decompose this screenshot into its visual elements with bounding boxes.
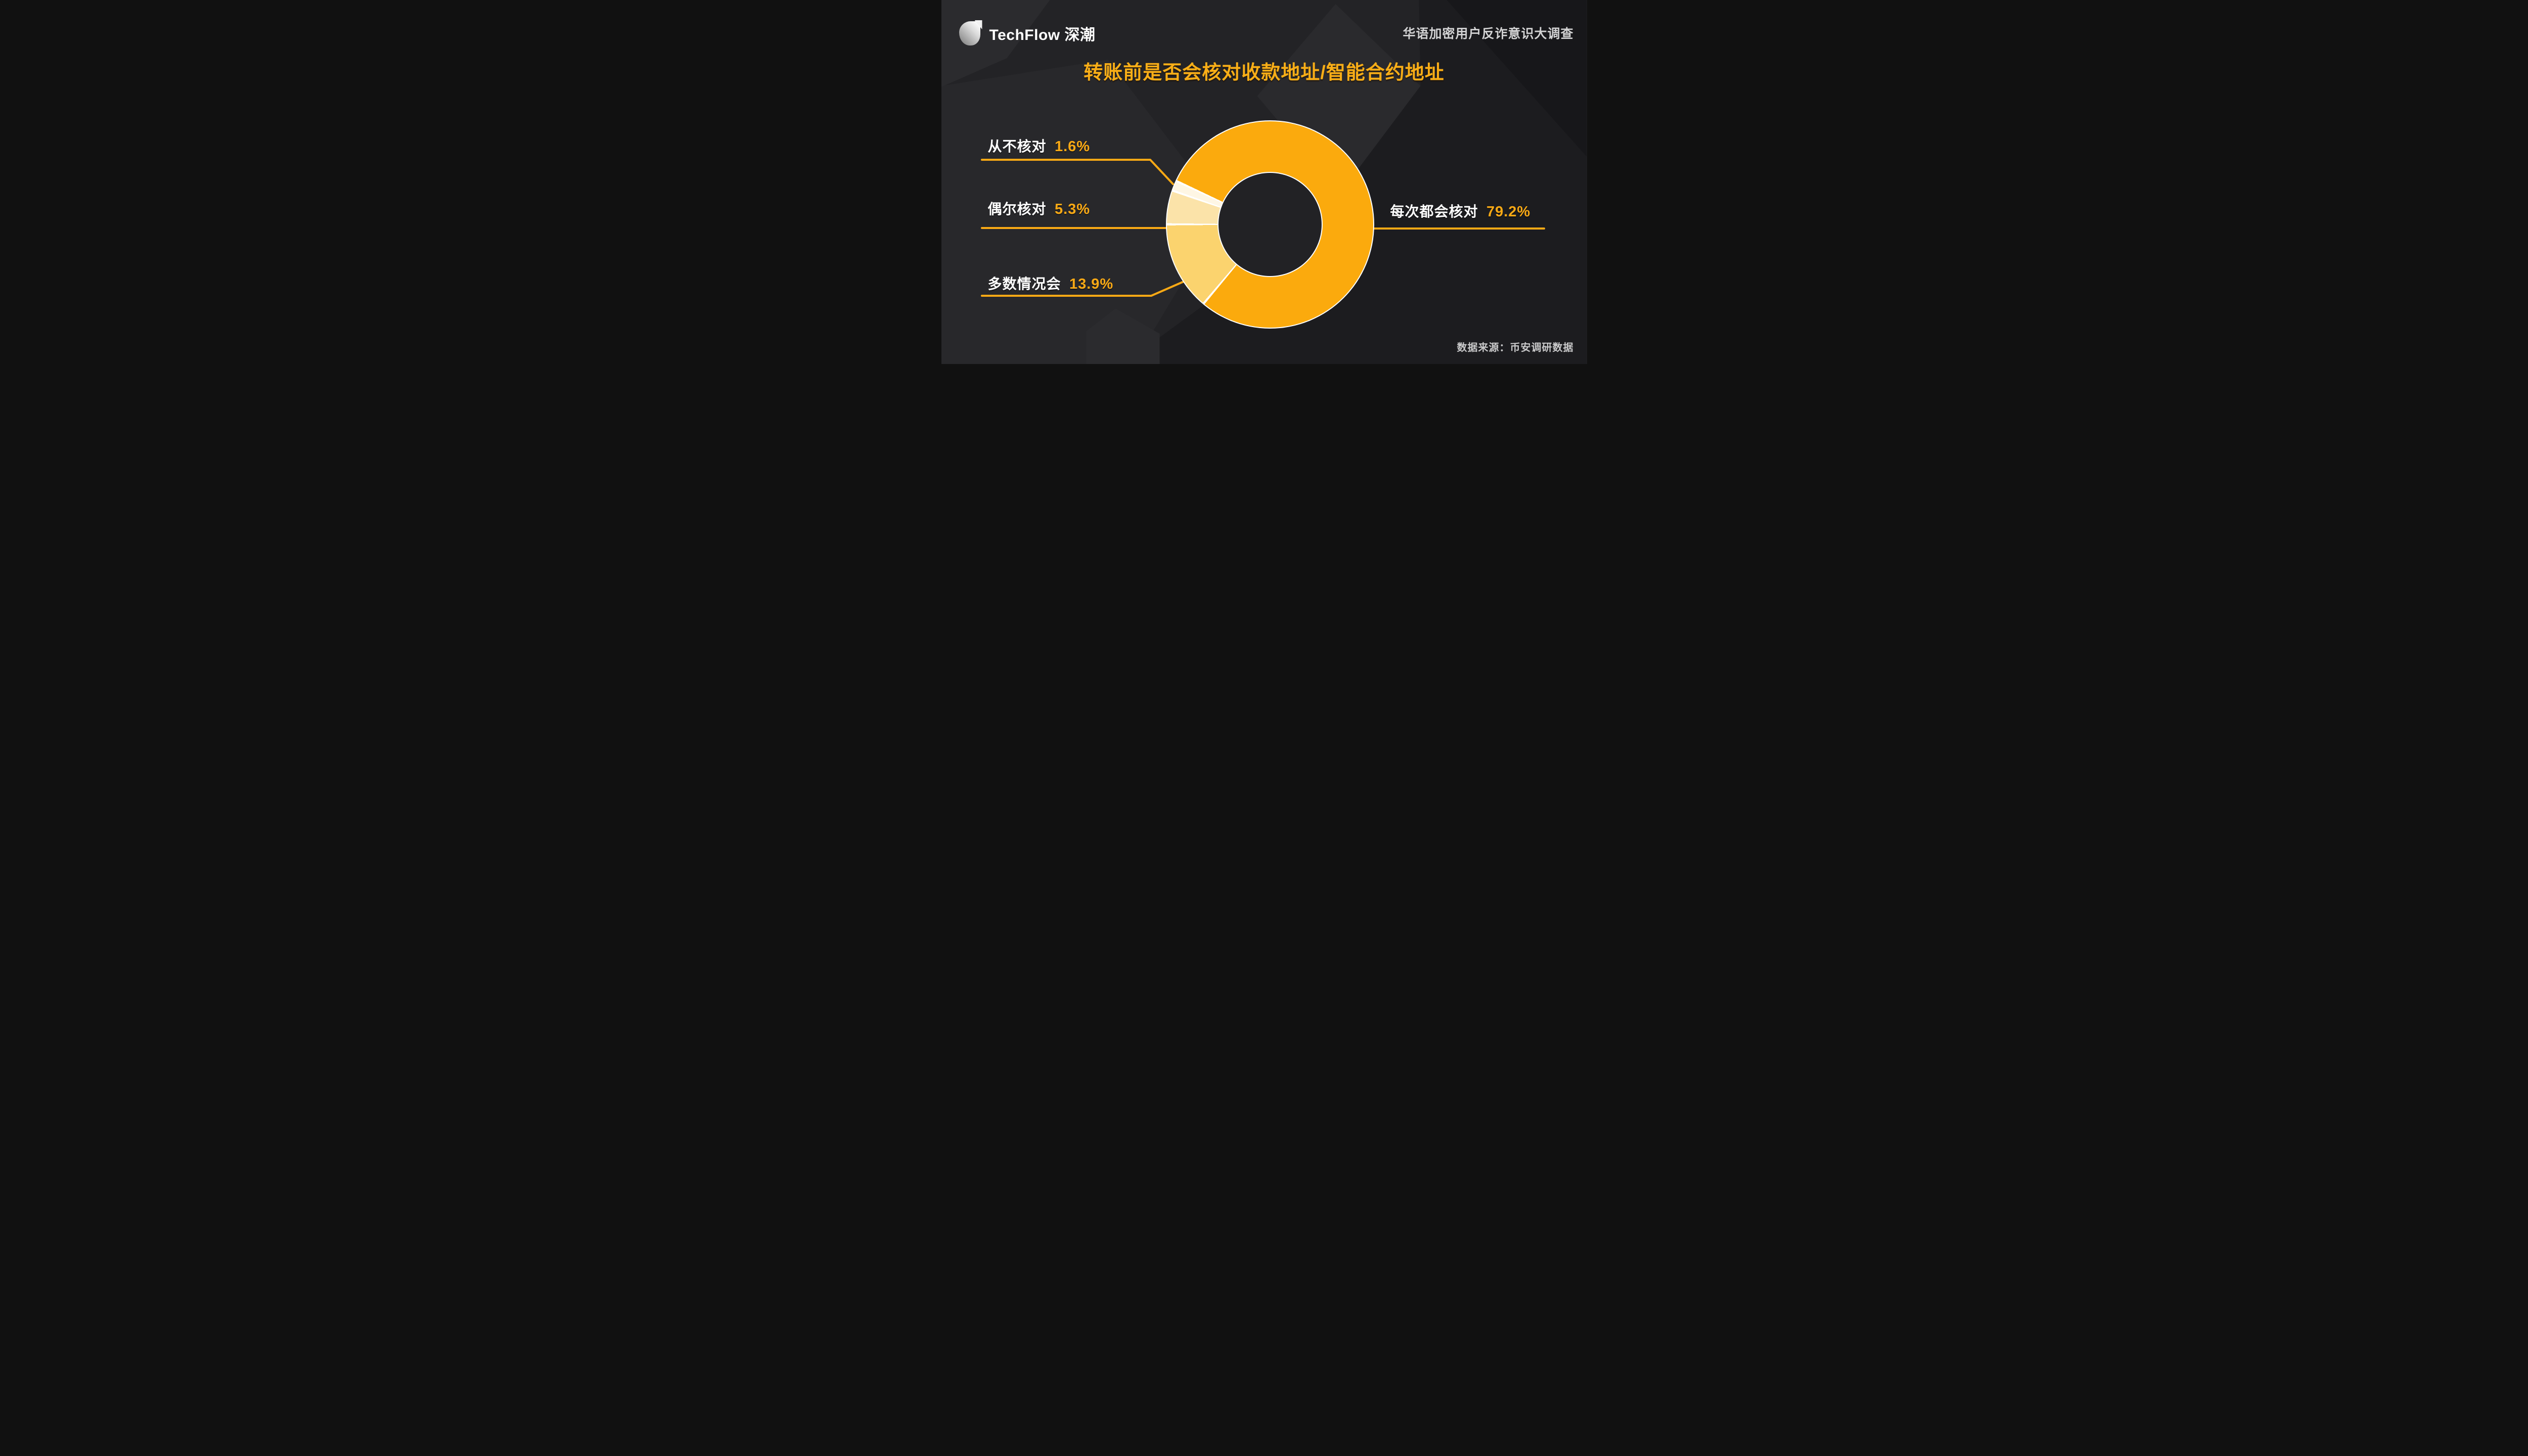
callout-label-rare: 偶尔核对 5.3%	[988, 198, 1091, 218]
infographic-canvas: TechFlow 深潮 华语加密用户反诈意识大调查 转账前是否会核对收款地址/智…	[941, 0, 1587, 364]
segment-label: 每次都会核对	[1390, 204, 1478, 219]
segment-label: 偶尔核对	[987, 201, 1047, 217]
leader-line-never	[980, 159, 1174, 185]
segment-value: 1.6%	[1054, 139, 1091, 155]
donut-hole	[1218, 173, 1322, 276]
callout-label-most: 多数情况会 13.9%	[988, 273, 1114, 293]
callout-label-never: 从不核对 1.6%	[988, 135, 1091, 156]
segment-value: 13.9%	[1069, 276, 1114, 292]
source-note: 数据来源：币安调研数据	[1457, 342, 1574, 353]
segment-value: 5.3%	[1054, 201, 1091, 217]
segment-label: 多数情况会	[987, 276, 1061, 292]
donut-chart	[1165, 120, 1374, 329]
brand-logo: TechFlow 深潮	[959, 20, 1096, 47]
survey-title: 华语加密用户反诈意识大调查	[1403, 27, 1574, 41]
brand-name: TechFlow 深潮	[989, 27, 1096, 43]
chart-title: 转账前是否会核对收款地址/智能合约地址	[1084, 62, 1444, 83]
leaf-gradient-icon	[959, 20, 982, 47]
segment-value: 79.2%	[1486, 204, 1531, 220]
callout-label-always: 每次都会核对 79.2%	[1390, 201, 1531, 221]
segment-label: 从不核对	[987, 139, 1047, 154]
